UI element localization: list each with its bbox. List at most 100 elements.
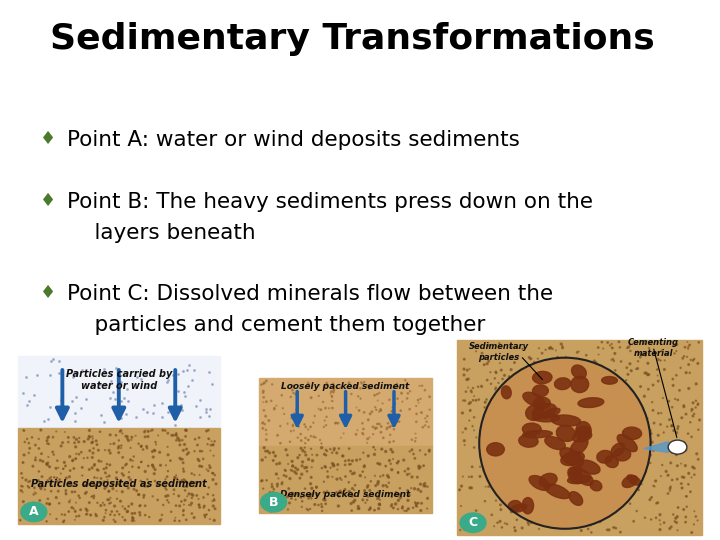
Point (66, 397, 78, 406)
Point (658, 518, 670, 527)
Point (483, 357, 495, 366)
Point (315, 406, 327, 414)
Point (467, 463, 478, 471)
Point (639, 442, 650, 450)
Point (17, 488, 29, 497)
Point (151, 480, 163, 489)
Point (274, 422, 286, 430)
Point (511, 438, 523, 447)
Point (610, 485, 621, 494)
Point (459, 441, 470, 449)
Point (111, 468, 122, 477)
Point (372, 459, 383, 468)
Point (353, 504, 364, 513)
Point (665, 522, 677, 531)
Point (18, 451, 30, 460)
Point (634, 353, 646, 361)
Point (476, 352, 487, 361)
Point (21, 400, 32, 409)
Bar (18, 356, 220, 428)
Point (590, 359, 602, 367)
Point (305, 473, 317, 482)
Ellipse shape (611, 443, 625, 456)
Point (394, 484, 405, 492)
Ellipse shape (508, 501, 521, 511)
Point (269, 451, 281, 460)
Point (102, 460, 113, 468)
Point (482, 341, 494, 349)
Point (313, 381, 325, 390)
Point (558, 460, 570, 469)
Circle shape (668, 440, 687, 454)
Point (27, 498, 39, 507)
Point (41, 439, 53, 448)
Point (111, 474, 122, 482)
Point (160, 426, 171, 435)
Point (670, 450, 682, 458)
Point (44, 500, 55, 508)
Point (16, 482, 27, 490)
Point (80, 505, 91, 514)
Point (516, 491, 528, 500)
Point (340, 472, 351, 481)
Point (17, 389, 29, 397)
Point (36, 511, 48, 520)
Point (142, 475, 153, 484)
Point (89, 481, 101, 490)
Point (311, 483, 323, 492)
Point (271, 480, 283, 489)
Point (591, 396, 603, 404)
Point (328, 459, 339, 468)
Point (256, 380, 267, 389)
Point (297, 457, 308, 466)
Point (384, 438, 395, 447)
Point (464, 416, 475, 425)
Point (384, 423, 395, 431)
Point (319, 450, 330, 458)
Point (256, 456, 268, 464)
Point (37, 504, 48, 512)
Point (561, 504, 572, 512)
Point (104, 393, 115, 402)
Point (120, 516, 131, 524)
Point (659, 365, 670, 374)
Point (30, 441, 41, 449)
Point (273, 474, 284, 483)
Point (131, 373, 143, 382)
Point (461, 375, 472, 384)
Point (529, 446, 541, 454)
Point (31, 506, 42, 515)
Point (207, 440, 219, 449)
Point (258, 393, 269, 402)
Point (295, 430, 307, 438)
Point (93, 457, 104, 465)
Point (608, 371, 620, 380)
Point (551, 505, 562, 514)
Point (456, 409, 468, 417)
Point (390, 488, 402, 497)
Point (664, 415, 675, 424)
Text: layers beneath: layers beneath (67, 223, 256, 243)
Point (308, 433, 320, 441)
Point (678, 473, 690, 482)
Ellipse shape (501, 386, 511, 399)
Point (194, 462, 205, 470)
Point (464, 364, 475, 373)
Point (327, 380, 338, 388)
Point (641, 369, 652, 377)
Point (339, 485, 351, 494)
Point (364, 433, 375, 442)
Point (680, 461, 691, 470)
Point (572, 408, 584, 416)
Point (120, 504, 131, 513)
Point (302, 494, 314, 503)
Point (575, 426, 587, 435)
Point (519, 405, 531, 414)
Point (35, 515, 47, 523)
Text: ♦: ♦ (40, 130, 55, 147)
Point (292, 454, 304, 462)
Point (67, 456, 78, 464)
Point (143, 462, 154, 470)
Point (561, 429, 572, 437)
Point (139, 428, 150, 436)
